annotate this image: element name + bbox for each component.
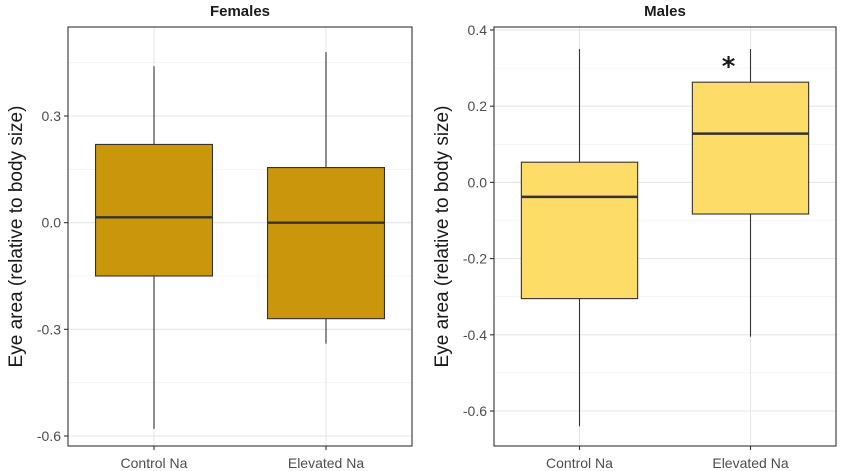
panel-title: Males xyxy=(644,3,686,20)
y-tick-label: -0.4 xyxy=(463,327,487,343)
interquartile-box xyxy=(520,161,639,300)
y-tick-label: -0.6 xyxy=(463,403,487,419)
x-tick-label: Control Na xyxy=(121,455,188,471)
y-axis-title: Eye area (relative to body size) xyxy=(432,106,453,368)
significance-asterisk: * xyxy=(722,52,736,82)
box-elevated-na xyxy=(266,52,386,344)
panel-title: Females xyxy=(210,3,270,20)
interquartile-box xyxy=(266,167,386,320)
y-tick-label: 0.0 xyxy=(42,215,62,231)
x-tick-label: Elevated Na xyxy=(288,455,364,471)
interquartile-box xyxy=(94,143,214,277)
y-tick-label: -0.2 xyxy=(463,251,487,267)
panel-males: 0.4 0.2 0.0 -0.2 -0.4 -0.6 Control Na Elevated … xyxy=(432,3,837,471)
panel-border xyxy=(493,26,837,447)
y-axis-title: Eye area (relative to body size) xyxy=(6,106,27,368)
x-tick-label: Elevated Na xyxy=(712,455,788,471)
panel-border xyxy=(67,26,413,447)
y-tick-label: -0.6 xyxy=(37,428,61,444)
box-elevated-na xyxy=(691,49,810,337)
y-tick-label: 0.0 xyxy=(468,174,488,190)
y-tick-label: 0.4 xyxy=(468,22,488,38)
y-tick-label: 0.2 xyxy=(468,98,488,114)
panel-females: 0.3 0.0 -0.3 -0.6 Control Na Elevated Na Femal… xyxy=(6,3,413,471)
box-control-na xyxy=(94,66,214,429)
y-tick-label: 0.3 xyxy=(42,108,62,124)
y-tick-label: -0.3 xyxy=(37,321,61,337)
x-tick-label: Control Na xyxy=(546,455,613,471)
interquartile-box xyxy=(691,81,810,215)
box-control-na xyxy=(520,49,639,427)
